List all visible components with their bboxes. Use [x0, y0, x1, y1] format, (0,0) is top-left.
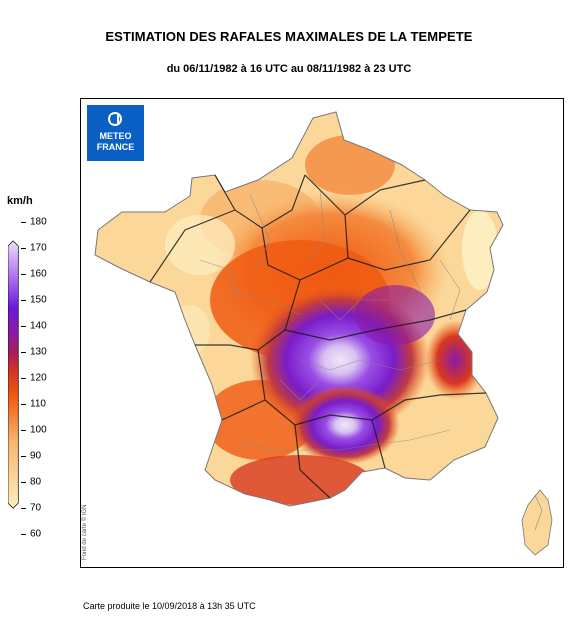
legend-tick-mark [21, 352, 26, 353]
logo-line-1: METEO [99, 131, 132, 141]
logo-line-2: FRANCE [96, 142, 135, 152]
legend-tick-label: 90 [30, 450, 42, 462]
legend-tick-mark [21, 456, 26, 457]
map-subtitle: du 06/11/1982 à 16 UTC au 08/11/1982 à 2… [166, 63, 412, 75]
map-credit: Fond de carte © IGN [82, 504, 88, 560]
legend-tick-mark [21, 534, 26, 535]
legend-tick-label: 80 [30, 476, 42, 488]
legend-tick-label: 60 [30, 528, 42, 540]
legend-tick-label: 150 [30, 294, 47, 306]
legend-tick-mark [21, 378, 26, 379]
legend-tick-mark [21, 430, 26, 431]
legend-tick-label: 100 [30, 424, 47, 436]
footer-note: Carte produite le 10/09/2018 à 13h 35 UT… [83, 601, 256, 611]
map-title: ESTIMATION DES RAFALES MAXIMALES DE LA T… [105, 29, 473, 44]
legend-tick-label: 130 [30, 346, 47, 358]
legend-tick-mark [21, 248, 26, 249]
legend-unit: km/h [7, 195, 33, 207]
legend-tick-mark [21, 222, 26, 223]
legend-tick-label: 120 [30, 372, 47, 384]
legend-tick-label: 70 [30, 502, 42, 514]
legend-tick-mark [21, 300, 26, 301]
logo-emblem-icon [108, 112, 122, 126]
legend-tick-mark [21, 404, 26, 405]
meteo-france-logo: METEO FRANCE [87, 105, 144, 161]
legend-tick-mark [21, 326, 26, 327]
legend-tick-label: 140 [30, 320, 47, 332]
legend-tick-mark [21, 482, 26, 483]
legend-tick-label: 170 [30, 242, 47, 254]
legend-tick-label: 160 [30, 268, 47, 280]
legend-tick-label: 110 [30, 398, 46, 410]
legend-tick-mark [21, 508, 26, 509]
legend-tick-label: 180 [30, 216, 47, 228]
legend-tick-mark [21, 274, 26, 275]
corsica-shape [521, 489, 553, 556]
legend-color-bar [8, 240, 19, 509]
